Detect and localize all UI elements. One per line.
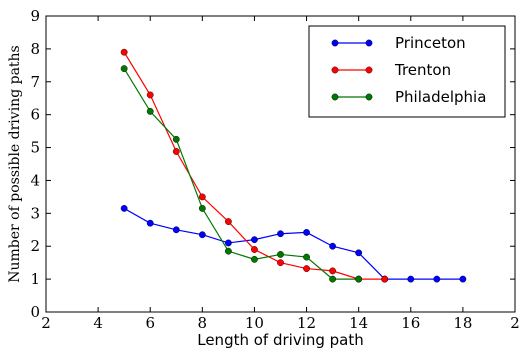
x-tick-label: 14 (349, 314, 368, 332)
legend-box (308, 25, 506, 118)
y-tick-label: 0 (30, 303, 40, 321)
legend-label: Trenton (394, 61, 451, 79)
x-tick-label: 2 (41, 314, 51, 332)
data-point-trenton (172, 148, 180, 155)
data-point-princeton (146, 219, 154, 227)
y-tick-label: 5 (30, 139, 40, 157)
legend-swatch-marker (365, 66, 373, 74)
data-point-princeton (198, 231, 206, 239)
series-line-philadelphia (123, 68, 359, 280)
x-tick-label: 2 (510, 314, 520, 332)
data-point-trenton (251, 246, 258, 253)
legend-swatch-marker (331, 66, 339, 74)
x-tick-label: 18 (453, 314, 472, 332)
y-tick-label: 9 (30, 7, 40, 25)
legend: Princeton Trenton Philadelphia (308, 25, 506, 118)
data-point-princeton (120, 204, 128, 212)
series-line-princeton (123, 207, 463, 280)
legend-swatch-marker (331, 93, 339, 101)
data-point-princeton (303, 229, 310, 236)
data-point-philadelphia (224, 247, 232, 255)
data-point-philadelphia (251, 255, 258, 263)
data-point-philadelphia (120, 65, 128, 73)
x-tick-label: 16 (401, 314, 420, 332)
y-tick-label: 3 (30, 204, 40, 222)
legend-label: Princeton (395, 34, 466, 52)
data-point-trenton (224, 218, 232, 225)
x-tick-label: 4 (93, 314, 103, 332)
data-point-princeton (355, 249, 363, 257)
data-point-trenton (120, 48, 128, 56)
data-point-princeton (277, 230, 284, 238)
data-point-philadelphia (329, 275, 337, 283)
data-point-trenton (303, 265, 310, 272)
legend-swatch-marker (365, 93, 373, 101)
x-tick-label: 10 (245, 314, 264, 332)
data-point-trenton (198, 193, 206, 201)
x-tick-label: 12 (297, 314, 316, 332)
x-tick-label: 8 (198, 314, 208, 332)
data-point-princeton (172, 226, 180, 234)
y-tick-label: 1 (30, 270, 40, 288)
data-point-philadelphia (303, 253, 310, 261)
data-point-philadelphia (277, 251, 284, 258)
y-tick-label: 6 (30, 106, 40, 124)
legend-entries: Princeton Trenton Philadelphia (331, 34, 486, 106)
legend-swatch-marker (365, 39, 373, 47)
series-layer (120, 48, 467, 283)
data-point-princeton (329, 242, 337, 250)
x-axis-label: Length of driving path (197, 331, 364, 349)
plot-frame (45, 15, 516, 313)
data-point-princeton (251, 236, 258, 244)
y-tick-label: 7 (30, 73, 40, 91)
y-tick-label: 2 (30, 237, 40, 255)
data-point-philadelphia (172, 135, 180, 143)
y-axis-label: Number of possible driving paths (7, 45, 23, 283)
data-point-princeton (224, 239, 232, 247)
data-point-princeton (459, 275, 467, 283)
y-tick-label: 8 (30, 40, 40, 58)
legend-label: Philadelphia (395, 88, 486, 106)
y-tick-label: 4 (30, 171, 40, 189)
data-point-princeton (407, 275, 415, 283)
data-point-philadelphia (146, 107, 154, 115)
x-tick-label: 6 (145, 314, 155, 332)
data-point-princeton (433, 275, 441, 283)
data-point-trenton (329, 267, 337, 275)
data-point-philadelphia (198, 204, 206, 212)
legend-swatch-marker (331, 39, 339, 47)
data-point-trenton (381, 275, 389, 283)
data-point-trenton (146, 91, 154, 99)
data-point-trenton (277, 259, 284, 267)
data-point-philadelphia (355, 275, 363, 283)
